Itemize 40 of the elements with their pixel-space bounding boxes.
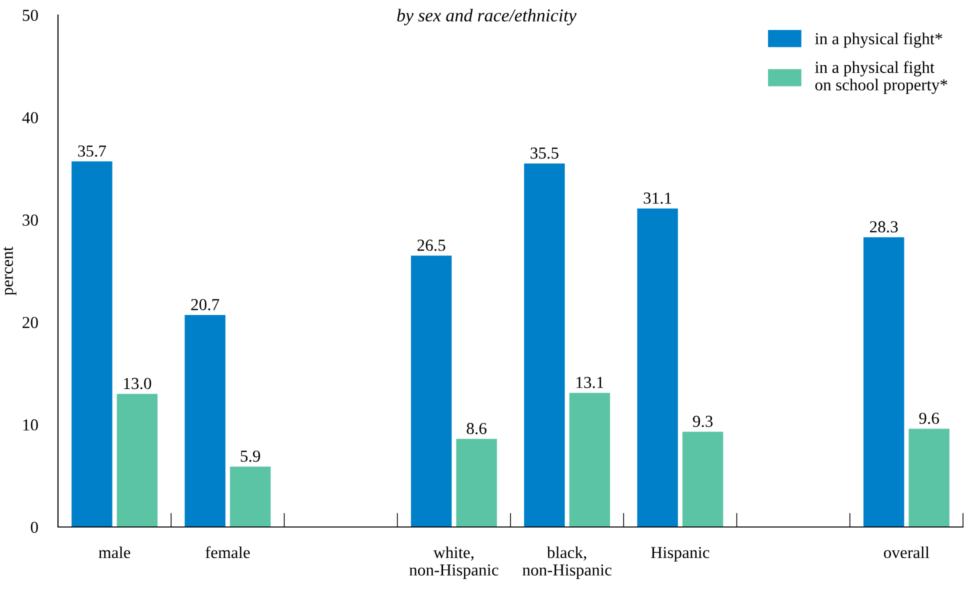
y-tick-label: 10 [23,419,38,431]
bar [456,438,497,527]
bar [524,163,565,527]
bar [230,466,271,527]
bar [569,392,610,527]
y-tick-label: 30 [22,214,38,226]
data-label: 9.3 [692,416,713,428]
y-tick-label: 50 [22,10,38,21]
bar [637,208,678,527]
bar [682,432,724,527]
data-label: 9.6 [919,412,939,424]
legend-label: in a physical fight* [815,32,942,48]
data-label: 35.5 [530,148,558,159]
bar [72,161,112,527]
data-label: 5.9 [240,450,260,462]
bar [116,394,158,527]
y-tick-label: 20 [22,316,38,328]
data-label: 31.1 [644,192,672,204]
x-tick-label: male [98,546,130,558]
chart-subtitle: by sex and race/ethnicity [397,8,576,26]
x-tick-label: female [206,546,250,558]
x-tick-label: black, non-Hispanic [522,546,612,579]
y-tick-label: 0 [30,522,38,533]
x-tick-label: overall [884,546,930,558]
bar [410,256,452,527]
y-axis-title: percent [3,246,16,296]
bar [863,237,904,527]
data-label: 35.7 [78,145,106,157]
data-label: 13.1 [576,376,604,388]
x-tick-label: white, non-Hispanic [409,546,498,579]
data-label: 13.0 [124,378,152,390]
legend-label: in a physical fight on school property* [815,61,948,94]
data-label: 20.7 [191,299,220,310]
bar [908,428,950,527]
y-tick-label: 40 [22,112,38,124]
data-label: 26.5 [417,240,446,251]
x-tick-label: Hispanic [651,546,710,562]
bar [184,315,226,527]
data-label: 28.3 [870,221,898,233]
data-label: 8.6 [466,422,486,434]
